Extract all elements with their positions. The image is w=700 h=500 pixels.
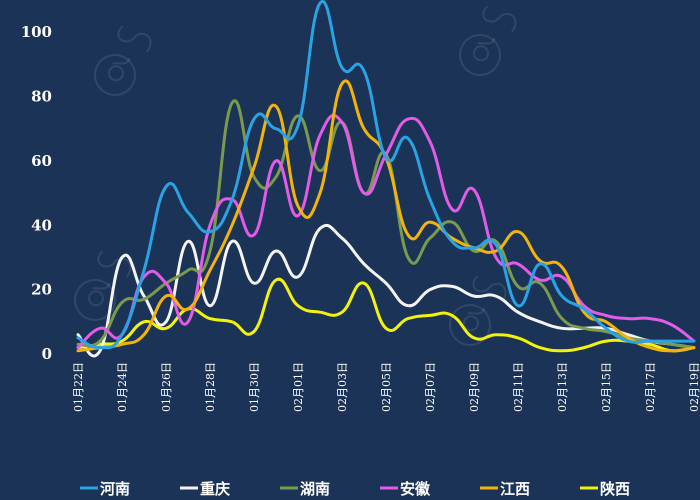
legend-label: 湖南 <box>300 480 330 498</box>
x-tick-label: 02月15日 <box>600 362 613 412</box>
x-tick-label: 01月26日 <box>160 362 173 412</box>
y-tick-label: 60 <box>31 152 52 170</box>
x-tick-label: 01月22日 <box>72 362 85 412</box>
x-tick-label: 02月19日 <box>688 362 700 412</box>
series-line-3 <box>76 99 696 350</box>
x-tick-label: 02月17日 <box>644 362 657 412</box>
x-tick-label: 02月09日 <box>468 362 481 412</box>
watermark-logo <box>459 5 517 76</box>
y-tick-label: 40 <box>31 216 52 234</box>
legend: 河南 重庆 湖南 安徽 江西 陕西 <box>80 480 630 498</box>
legend-label: 安徽 <box>400 480 431 498</box>
series-line-1 <box>76 0 696 350</box>
legend-label: 江西 <box>500 480 530 498</box>
series-line-6 <box>76 277 696 353</box>
legend-label: 陕西 <box>600 480 630 498</box>
y-tick-label: 20 <box>31 281 52 299</box>
y-tick-label: 100 <box>21 23 52 41</box>
x-tick-label: 02月05日 <box>380 362 393 412</box>
series-line-5 <box>76 79 696 353</box>
watermark-logo <box>94 25 152 96</box>
x-tick-label: 02月11日 <box>512 362 525 412</box>
x-tick-label: 02月13日 <box>556 362 569 412</box>
y-tick-label: 80 <box>31 88 52 106</box>
series-lines <box>76 0 696 358</box>
series-line-4 <box>76 113 696 350</box>
x-tick-label: 02月07日 <box>424 362 437 412</box>
y-tick-label: 0 <box>42 345 52 363</box>
x-tick-label: 01月30日 <box>248 362 261 412</box>
watermark-logo <box>74 250 132 321</box>
x-tick-label: 01月28日 <box>204 362 217 412</box>
x-tick-label: 01月24日 <box>116 362 129 412</box>
x-axis: 01月22日 01月24日 01月26日 01月28日 01月30日 02月01日 02月0… <box>72 362 700 412</box>
x-tick-label: 02月01日 <box>292 362 305 412</box>
y-axis: 0 20 40 60 80 100 <box>21 23 52 363</box>
watermark-layer <box>74 5 517 346</box>
legend-label: 重庆 <box>200 480 230 498</box>
x-tick-label: 02月03日 <box>336 362 349 412</box>
legend-label: 河南 <box>100 480 130 498</box>
